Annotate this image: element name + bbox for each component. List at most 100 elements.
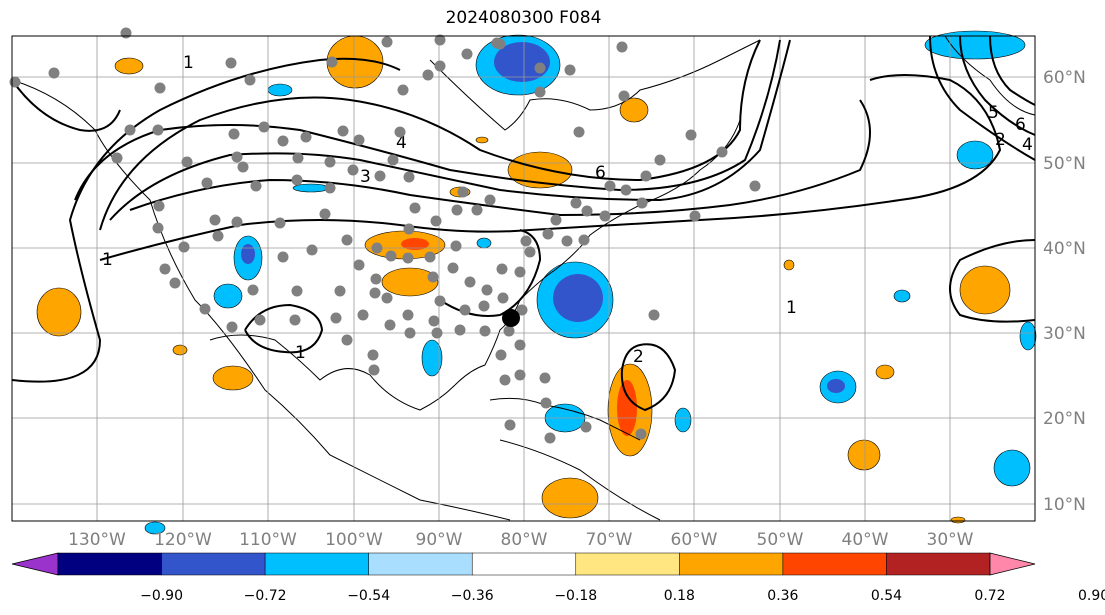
station-dot: [247, 284, 259, 296]
colorbar-tick-label: −0.90: [140, 588, 183, 604]
station-dot: [447, 262, 459, 274]
station-dot: [514, 369, 526, 381]
station-dot: [434, 60, 446, 72]
station-dot: [231, 216, 243, 228]
colorbar-segment: [575, 552, 680, 576]
station-dots: [9, 27, 761, 444]
station-dot: [319, 208, 331, 220]
station-dot: [111, 152, 123, 164]
station-dot: [428, 315, 440, 327]
colorbar-segment: [57, 552, 162, 576]
latitude-axis: 60°N 50°N 40°N 30°N 20°N 10°N: [1043, 68, 1086, 515]
station-dot: [539, 372, 551, 384]
station-dot: [636, 197, 648, 209]
contour-label: 5: [988, 103, 999, 123]
station-dot: [503, 325, 515, 337]
station-dot: [459, 304, 471, 316]
station-dot: [381, 36, 393, 48]
colorbar-tick-label: −0.18: [554, 588, 597, 604]
station-dot: [540, 397, 552, 409]
contour-label: 3: [360, 167, 371, 187]
station-dot: [367, 349, 379, 361]
station-dot: [291, 174, 303, 186]
station-dot: [387, 154, 399, 166]
station-dot: [212, 230, 224, 242]
contour-label-group: 1 1 1 2 3 4 6 6 5 4 2 1: [102, 53, 1033, 367]
station-dot: [542, 228, 554, 240]
station-dot: [330, 312, 342, 324]
station-dot: [209, 214, 221, 226]
station-dot: [225, 57, 237, 69]
station-dot: [154, 82, 166, 94]
colorbar-extend-max: [989, 552, 1036, 576]
station-dot: [422, 69, 434, 81]
station-dot: [689, 210, 701, 222]
station-dot: [9, 76, 21, 88]
station-dot: [434, 295, 446, 307]
colorbar-tick-label: 0.90: [1078, 588, 1105, 604]
station-dot: [250, 180, 262, 192]
station-dot: [580, 421, 592, 433]
station-dot: [620, 184, 632, 196]
station-dot: [471, 204, 483, 216]
station-dot: [371, 242, 383, 254]
station-dot: [277, 135, 289, 147]
station-dot: [228, 128, 240, 140]
station-dot: [578, 234, 590, 246]
colorbar-tick-label: 0.72: [974, 588, 1005, 604]
station-dot: [381, 292, 393, 304]
station-dot: [604, 180, 616, 192]
station-dot: [353, 134, 365, 146]
station-dot: [291, 285, 303, 297]
station-dot: [494, 38, 506, 50]
station-dot: [497, 292, 509, 304]
lon-label: 30°W: [927, 530, 974, 550]
station-dot: [384, 319, 396, 331]
lon-label: 60°W: [671, 530, 718, 550]
lat-label: 60°N: [1043, 68, 1086, 88]
station-dot: [450, 240, 462, 252]
station-dot: [169, 277, 181, 289]
station-dot: [427, 271, 439, 283]
station-dot: [347, 164, 359, 176]
station-dot: [324, 156, 336, 168]
colorbar: −0.90 −0.72 −0.54 −0.36 −0.18 0.18 0.36 0.54 0.7…: [11, 552, 1105, 604]
station-dot: [573, 126, 585, 138]
station-dot: [618, 90, 630, 102]
colorbar-segment: [368, 552, 473, 576]
colorbar-segment: [471, 552, 577, 576]
station-dot: [341, 234, 353, 246]
station-dot: [226, 321, 238, 333]
colorbar-segment: [782, 552, 887, 576]
station-dot: [244, 74, 256, 86]
lon-label: 120°W: [154, 530, 212, 550]
station-dot: [402, 309, 414, 321]
station-dot: [534, 62, 546, 74]
station-dot: [159, 263, 171, 275]
lat-lon-grid: [12, 36, 1035, 521]
station-dot: [368, 364, 380, 376]
station-dot: [524, 246, 536, 258]
station-dot: [124, 124, 136, 136]
colorbar-segment: [886, 552, 991, 576]
station-dot: [334, 285, 346, 297]
station-dot: [640, 170, 652, 182]
lon-label: 130°W: [68, 530, 126, 550]
contour-label: 1: [183, 53, 194, 73]
station-dot: [231, 151, 243, 163]
lon-label: 110°W: [239, 530, 297, 550]
station-dot: [370, 273, 382, 285]
station-dot: [464, 276, 476, 288]
station-dot: [324, 182, 336, 194]
station-dot: [306, 244, 318, 256]
station-dot: [550, 214, 562, 226]
station-dot: [369, 287, 381, 299]
station-dot: [457, 186, 469, 198]
station-dot: [341, 334, 353, 346]
station-dot: [403, 171, 415, 183]
station-dot: [326, 56, 338, 68]
station-dot: [749, 180, 761, 192]
contour-label: 4: [396, 133, 407, 153]
station-dot: [481, 284, 493, 296]
